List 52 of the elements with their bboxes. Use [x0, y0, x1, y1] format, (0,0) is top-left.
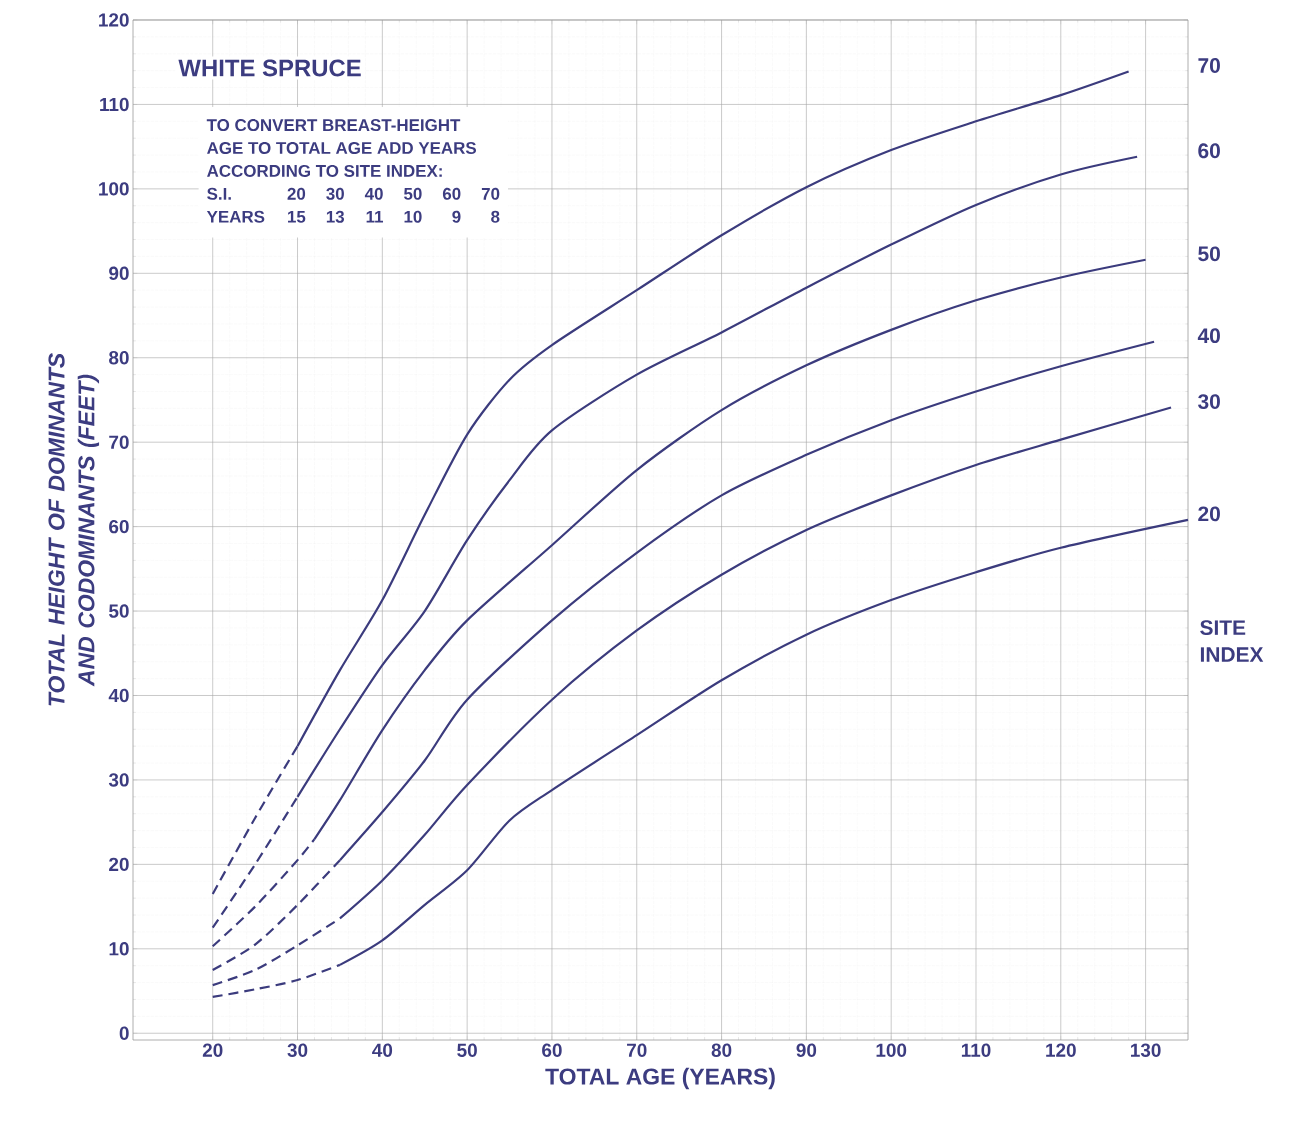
y-tick-label: 110 — [100, 97, 129, 112]
x-tick-label: 90 — [796, 1043, 817, 1057]
series-label: 30 — [1198, 394, 1220, 409]
x-tick-label: 50 — [457, 1043, 477, 1057]
y-tick-label: 90 — [109, 266, 129, 281]
text: 70 — [1198, 58, 1220, 73]
x-tick-label: 70 — [627, 1043, 647, 1057]
annotation: 15 — [288, 210, 306, 223]
annotation: 60 — [442, 187, 461, 200]
annotation: 40 — [364, 187, 383, 200]
annotation: S.I. — [207, 187, 231, 200]
annotation: 20 — [287, 187, 306, 200]
x-tick-label: 80 — [711, 1043, 732, 1057]
annotation: YEARS — [206, 210, 265, 223]
annotation: 8 — [491, 210, 500, 223]
annotation: ACCORDING TO SITE INDEX: — [207, 164, 442, 177]
annotation: 70 — [481, 187, 500, 200]
annotation: 13 — [326, 210, 345, 223]
text: 40 — [1197, 328, 1220, 344]
x-tick-label: 110 — [961, 1043, 991, 1057]
y-tick-label: 10 — [109, 942, 129, 956]
x-tick-label: 20 — [202, 1043, 223, 1057]
annotation: AGE TO TOTAL AGE ADD YEARS — [207, 142, 476, 155]
y-axis-title: TOTAL HEIGHT OF DOMINANTS AND CODOMINANTS (FEET) — [48, 353, 100, 706]
annotation: 50 — [403, 187, 422, 200]
y-tick-label: 120 — [99, 13, 129, 27]
y-tick-label: 30 — [108, 773, 129, 787]
x-tick-label: 120 — [1046, 1043, 1076, 1057]
text: 50 — [1198, 246, 1220, 262]
annotation: 11 — [366, 210, 384, 223]
x-tick-label: 30 — [287, 1043, 308, 1057]
y-tick-label: 20 — [109, 857, 129, 872]
text: WHITE SPRUCE — [178, 59, 361, 77]
x-tick-label: 40 — [372, 1043, 393, 1057]
x-axis-title: TOTAL AGE (YEARS) — [545, 1067, 775, 1090]
annotation: TO CONVERT BREAST-HEIGHT — [206, 119, 461, 132]
y-tick-label: 50 — [109, 604, 129, 618]
y-tick-label: 70 — [109, 435, 129, 449]
text: 60 — [1198, 143, 1220, 159]
y-tick-label: 100 — [99, 182, 129, 196]
annotation: 10 — [404, 210, 422, 223]
x-tick-label: 130 — [1131, 1043, 1161, 1057]
y-tick-label: 60 — [109, 519, 129, 534]
x-tick-label: 100 — [876, 1043, 907, 1057]
y-tick-label: 80 — [109, 351, 129, 365]
annotation: 9 — [452, 210, 461, 223]
y-tick-label: 0 — [119, 1026, 129, 1040]
series-label: 20 — [1198, 506, 1220, 522]
y-tick-label: 40 — [108, 688, 129, 703]
text: SITE INDEX — [1200, 620, 1264, 662]
annotation: 30 — [326, 187, 344, 200]
x-tick-label: 60 — [542, 1043, 562, 1057]
